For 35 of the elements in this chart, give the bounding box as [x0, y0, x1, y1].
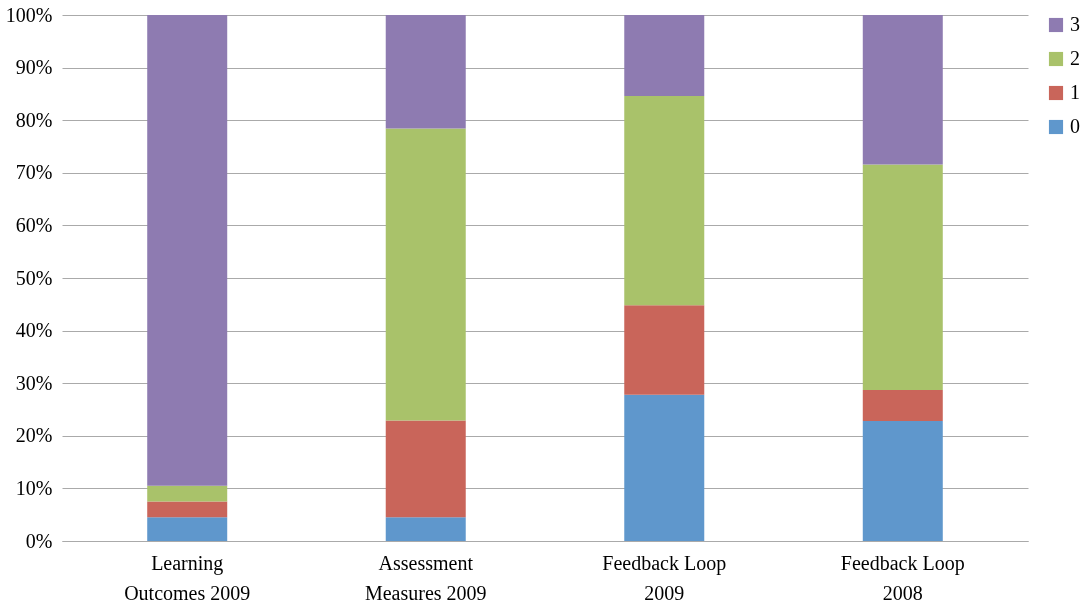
bar [862, 15, 943, 165]
y-tick-label: 0% [25, 529, 53, 552]
legend-label: 2 [1070, 47, 1080, 69]
bar [147, 517, 228, 541]
legend-label: 3 [1070, 13, 1080, 35]
y-tick-label: 10% [15, 476, 53, 499]
bar [147, 485, 228, 502]
y-tick-label: 70% [15, 161, 53, 184]
bar [147, 501, 228, 518]
y-tick-label: 80% [15, 108, 53, 131]
y-tick-label: 100% [5, 3, 53, 26]
bar [862, 390, 943, 422]
bar [624, 394, 705, 541]
y-tick-label: 90% [15, 56, 53, 79]
x-tick-label: Feedback Loop 2009 [602, 551, 727, 604]
y-tick-label: 20% [15, 424, 53, 447]
x-tick-label: Learning Outcomes 2009 [124, 551, 251, 604]
y-tick-label: 50% [15, 266, 53, 289]
bar [624, 305, 705, 395]
bar [624, 96, 705, 306]
bar [385, 128, 466, 421]
legend-label: 1 [1070, 81, 1080, 103]
bar [385, 15, 466, 129]
y-tick-label: 40% [15, 319, 53, 342]
bar [385, 517, 466, 541]
bar [624, 15, 705, 96]
bar [147, 15, 228, 486]
legend-label: 0 [1070, 115, 1080, 137]
bar [385, 420, 466, 518]
bar [862, 164, 943, 391]
x-tick-label: Feedback Loop 2008 [840, 551, 965, 604]
y-tick-label: 30% [15, 371, 53, 394]
y-tick-label: 60% [15, 213, 53, 236]
x-tick-label: Assessment Measures 2009 [364, 551, 487, 604]
bar [862, 421, 943, 541]
